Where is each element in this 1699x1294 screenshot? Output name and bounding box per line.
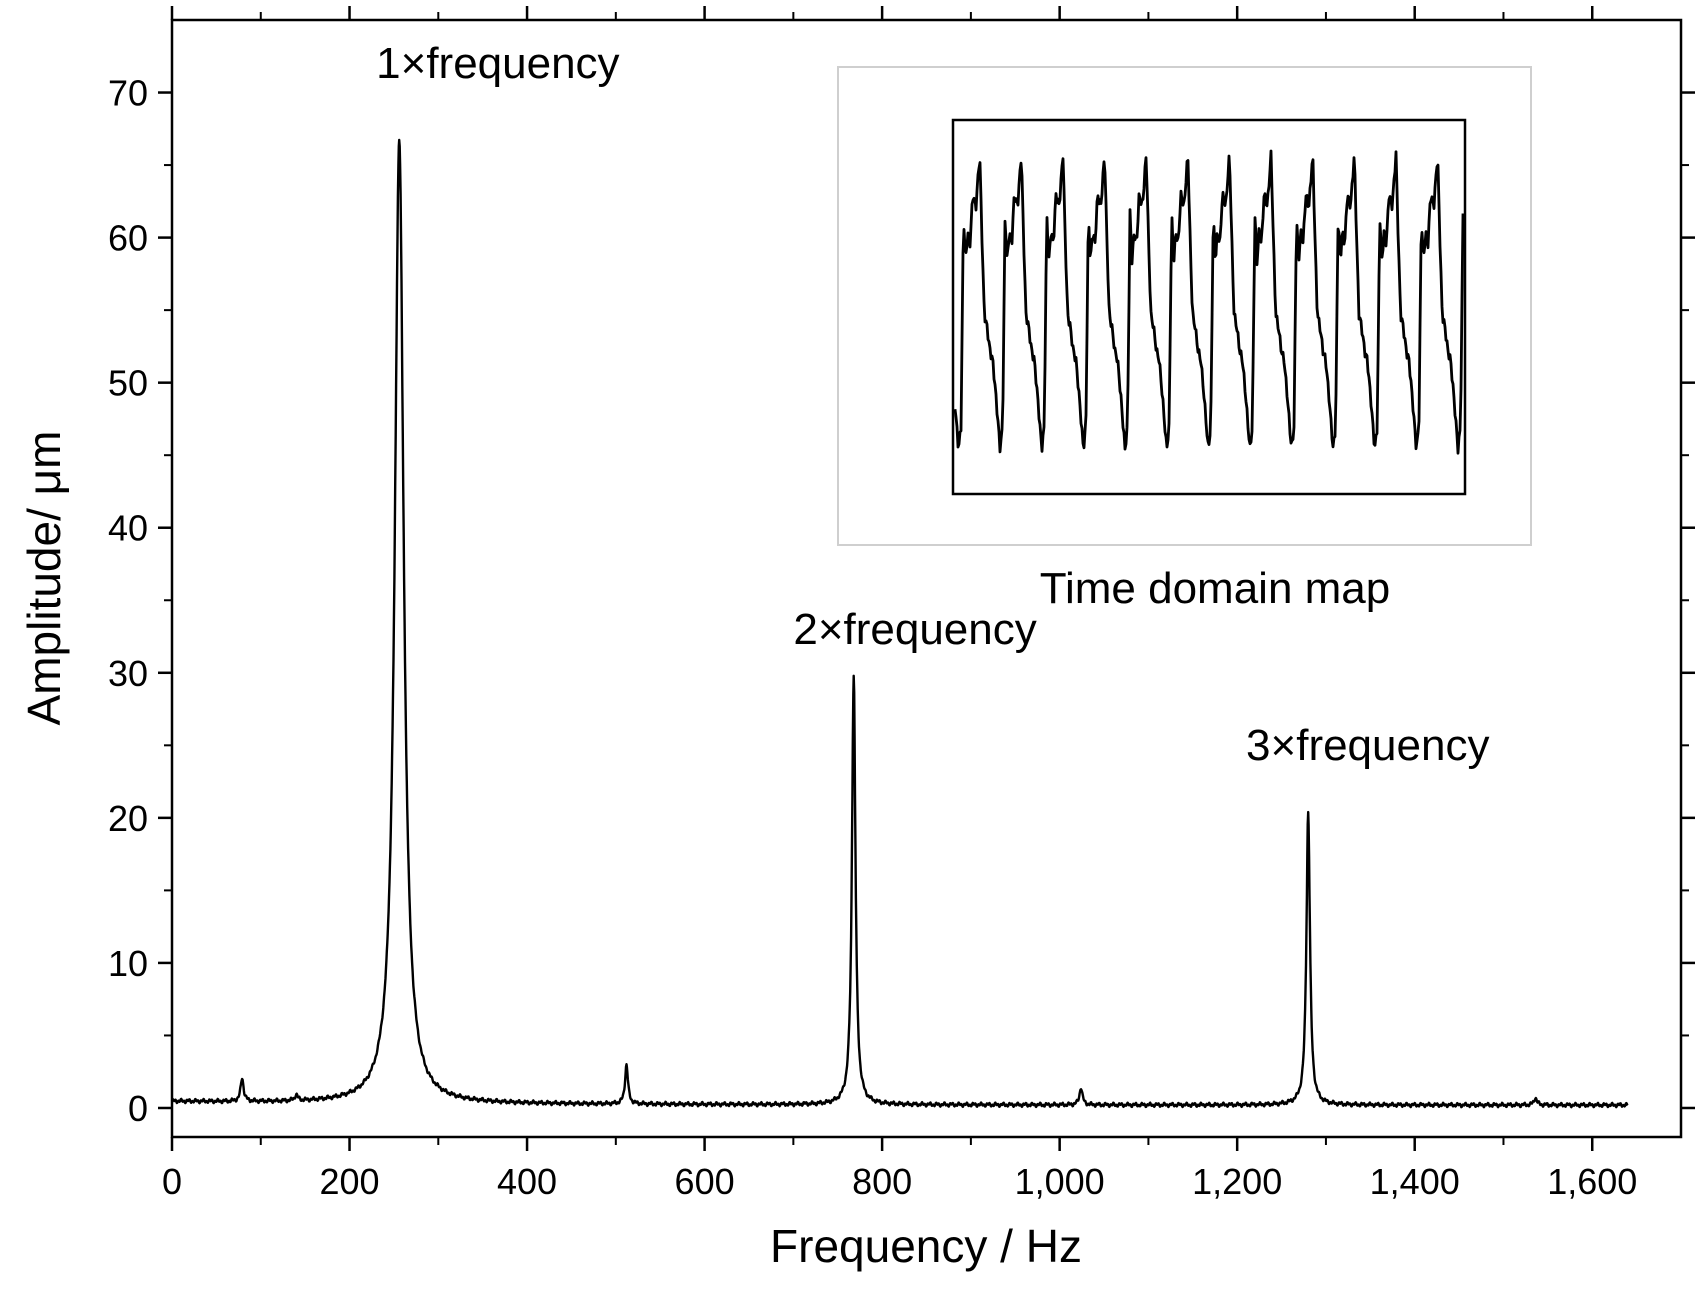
inset-plot-frame bbox=[951, 118, 1467, 496]
y-axis-title: Amplitude/ μm bbox=[18, 431, 70, 726]
y-tick-label: 60 bbox=[108, 218, 148, 259]
y-tick-label: 30 bbox=[108, 653, 148, 694]
x-tick-label: 400 bbox=[497, 1161, 557, 1202]
peak-annotation: 1×frequency bbox=[376, 39, 619, 88]
x-tick-label: 200 bbox=[319, 1161, 379, 1202]
plot-frame bbox=[170, 18, 1683, 1139]
inset: Time domain map bbox=[837, 66, 1532, 613]
y-tick-label: 50 bbox=[108, 363, 148, 404]
series-line bbox=[170, 138, 1629, 1109]
x-tick-label: 600 bbox=[675, 1161, 735, 1202]
x-tick-label: 1,600 bbox=[1547, 1161, 1637, 1202]
y-tick-label: 10 bbox=[108, 943, 148, 984]
x-axis-title: Frequency / Hz bbox=[770, 1220, 1082, 1272]
y-tick-label: 0 bbox=[128, 1088, 148, 1129]
inset-caption: Time domain map bbox=[1040, 564, 1391, 613]
x-tick-label: 800 bbox=[852, 1161, 912, 1202]
x-tick-label: 0 bbox=[162, 1161, 182, 1202]
y-axis: 0 10 20 30 40 50 60 70 bbox=[108, 73, 1695, 1129]
y-tick-label: 70 bbox=[108, 73, 148, 114]
x-tick-label: 1,400 bbox=[1370, 1161, 1460, 1202]
peak-annotation: 3×frequency bbox=[1246, 721, 1489, 770]
y-tick-label: 40 bbox=[108, 508, 148, 549]
x-tick-label: 1,200 bbox=[1192, 1161, 1282, 1202]
peak-annotation: 2×frequency bbox=[793, 605, 1036, 654]
inset-waveform-line bbox=[953, 149, 1465, 455]
y-tick-label: 20 bbox=[108, 798, 148, 839]
x-axis: 0 200 400 600 800 1,000 1,200 1,400 1,600 bbox=[162, 6, 1637, 1202]
x-tick-label: 1,000 bbox=[1015, 1161, 1105, 1202]
annotations: 1×frequency 2×frequency 3×frequency bbox=[376, 39, 1489, 770]
inset-outer-frame bbox=[837, 66, 1532, 546]
